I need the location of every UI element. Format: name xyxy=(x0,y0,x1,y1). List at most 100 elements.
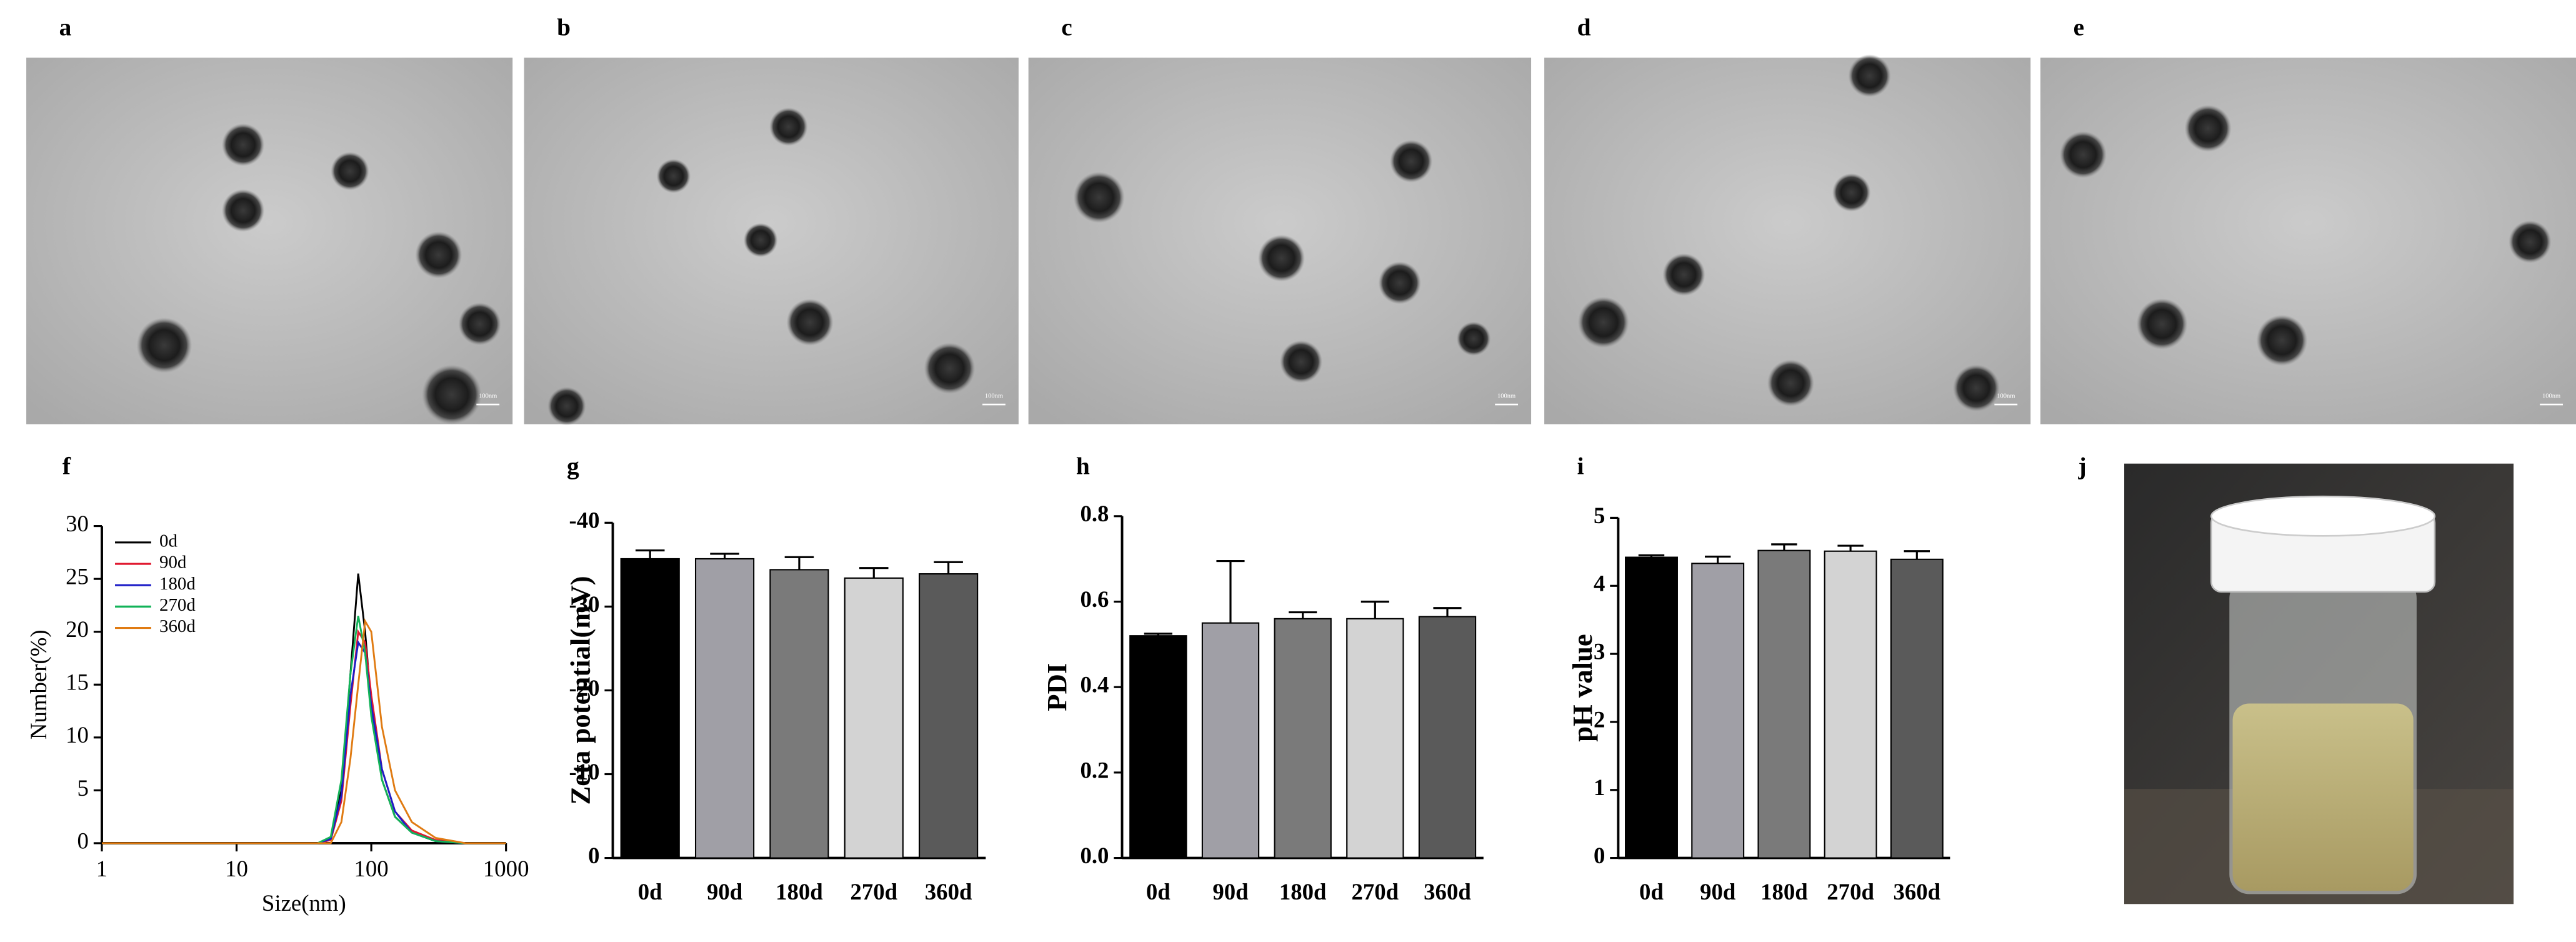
vial-liquid xyxy=(2232,703,2414,891)
tem-panel: d 100nm xyxy=(1544,14,2031,424)
y-tick-label: 5 xyxy=(1594,503,1605,528)
x-tick-label: 90d xyxy=(1700,879,1736,904)
tem-image xyxy=(2040,58,2576,424)
nanoparticle xyxy=(656,159,691,193)
nanoparticle xyxy=(1848,54,1891,98)
y-tick-label: 0 xyxy=(1594,843,1605,868)
bar xyxy=(1274,618,1332,859)
bar xyxy=(620,558,680,859)
scale-bar-label: 100nm xyxy=(985,393,1003,399)
nanoparticle xyxy=(1767,359,1815,407)
y-axis-label: Number(%) xyxy=(26,629,51,739)
nanoparticle xyxy=(136,317,192,373)
y-tick-label: 0.6 xyxy=(1080,586,1109,612)
x-tick-label: 180d xyxy=(1760,879,1808,904)
x-tick-label: 270d xyxy=(1351,879,1399,904)
bar xyxy=(1418,616,1477,859)
nanoparticle xyxy=(547,386,586,426)
panel-label: c xyxy=(1061,14,1072,41)
nanoparticle xyxy=(221,123,265,166)
tem-panel: e 100nm xyxy=(2040,14,2576,424)
y-tick-label: 5 xyxy=(77,775,89,801)
chart: h 0.0 0.2 0.4 0.6 0.8 PDI 0d 90d 180d 270d 360d xyxy=(1041,453,1484,904)
nanoparticle xyxy=(769,108,808,146)
bar xyxy=(919,573,979,859)
x-tick-label: 1000 xyxy=(483,856,529,881)
y-tick-label: 0.2 xyxy=(1080,757,1109,783)
panel-label: j xyxy=(2077,453,2086,480)
nanoparticle xyxy=(786,298,834,346)
nanoparticle xyxy=(1257,234,1305,282)
x-tick-label: 90d xyxy=(1212,879,1249,904)
x-axis-label: Size(nm) xyxy=(262,890,346,916)
legend-label: 270d xyxy=(159,595,196,615)
x-tick-label: 270d xyxy=(850,879,897,904)
nanoparticle xyxy=(1389,139,1433,183)
nanoparticle xyxy=(331,151,369,191)
tem-panel: c 100nm xyxy=(1028,14,1532,424)
panel-label: d xyxy=(1577,14,1591,41)
bar xyxy=(1824,550,1877,859)
error-bar xyxy=(1289,611,1317,619)
tem-panel: b 100nm xyxy=(524,14,1019,426)
scale-bar-label: 100nm xyxy=(1997,393,2015,399)
x-tick-label: 270d xyxy=(1827,879,1874,904)
x-tick-label: 180d xyxy=(776,879,823,904)
y-tick-label: 0.8 xyxy=(1080,501,1109,526)
panel-label: b xyxy=(557,14,571,41)
y-tick-label: 0.4 xyxy=(1080,672,1109,698)
y-tick-label: 25 xyxy=(66,564,89,589)
y-tick-label: 0 xyxy=(588,843,599,868)
error-bar xyxy=(1360,600,1389,619)
nanoparticle xyxy=(458,303,501,346)
x-tick-label: 1 xyxy=(96,856,107,881)
nanoparticle xyxy=(1832,173,1871,212)
bar xyxy=(1201,622,1260,859)
tem-panel: a 100nm xyxy=(26,14,513,425)
error-bar xyxy=(710,553,739,559)
nanoparticle xyxy=(422,364,482,425)
nanoparticle xyxy=(1378,261,1421,304)
nanoparticle xyxy=(1952,364,2000,412)
bar xyxy=(1757,549,1811,859)
y-axis-label: PDI xyxy=(1041,663,1072,711)
nanoparticle xyxy=(1577,296,1629,348)
y-tick-label: 1 xyxy=(1594,774,1605,800)
panel-label: g xyxy=(567,453,579,480)
nanoparticle xyxy=(1073,171,1125,223)
panel-label: i xyxy=(1577,453,1584,480)
photo-panel: j xyxy=(2077,453,2514,904)
x-tick-label: 90d xyxy=(707,879,743,904)
error-bar xyxy=(1433,607,1462,617)
nanoparticle xyxy=(743,223,778,258)
panel-label: a xyxy=(59,14,72,41)
y-tick-label: 30 xyxy=(66,511,89,536)
bar xyxy=(1890,558,1944,859)
scale-bar-label: 100nm xyxy=(2542,393,2560,399)
error-bar xyxy=(784,556,814,570)
y-axis-label: pH value xyxy=(1567,634,1598,742)
bar xyxy=(1346,618,1404,859)
y-tick-label: -20 xyxy=(569,675,599,701)
error-bar xyxy=(1837,544,1864,551)
x-tick-label: 360d xyxy=(925,879,972,904)
nanoparticle xyxy=(2184,104,2232,152)
scale-bar-label: 100nm xyxy=(1497,393,1515,399)
y-tick-label: 15 xyxy=(66,669,89,695)
series-line xyxy=(101,629,506,844)
nanoparticle xyxy=(924,343,976,394)
y-axis-label: Zeta potential(mV) xyxy=(564,576,596,804)
y-tick-label: 3 xyxy=(1594,639,1605,664)
y-tick-label: 20 xyxy=(66,616,89,642)
error-bar xyxy=(859,567,889,578)
x-tick-label: 0d xyxy=(638,879,662,904)
chart: f 0 5 10 15 20 25 30 Number(%) 1 10 100 1000 Size(nm)… xyxy=(26,453,529,916)
y-tick-label: 10 xyxy=(66,722,89,748)
bar xyxy=(694,558,755,859)
chart: g 0 -10 -20 -30 -40 Zeta potential(mV) 0d 90d 180… xyxy=(564,453,986,904)
y-tick-label: 0 xyxy=(77,828,89,853)
chart: i 0 1 2 3 4 5 pH value 0d 90d 180d 270d 360d xyxy=(1567,453,1950,904)
x-tick-label: 0d xyxy=(1639,879,1664,904)
y-tick-label: -40 xyxy=(569,508,599,533)
